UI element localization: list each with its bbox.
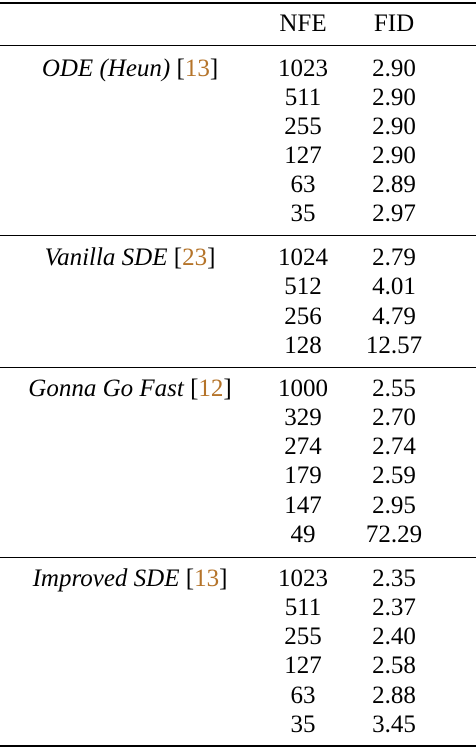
citation-link[interactable]: 12	[198, 375, 224, 402]
group-rule	[0, 557, 476, 559]
fid-cell: 2.79	[372, 244, 416, 271]
nfe-cell: 256	[284, 303, 322, 330]
nfe-cell: 511	[284, 84, 322, 111]
nfe-cell: 511	[284, 594, 322, 621]
method-label: Improved SDE [13]	[32, 565, 228, 592]
method-name: Improved SDE	[32, 565, 180, 592]
bottom-rule	[0, 745, 476, 747]
nfe-cell: 1023	[278, 55, 328, 82]
fid-cell: 2.90	[372, 113, 416, 140]
fid-cell: 2.90	[372, 55, 416, 82]
nfe-cell: 255	[284, 623, 322, 650]
method-name: Gonna Go Fast	[28, 375, 184, 402]
method-name: Vanilla SDE	[44, 244, 168, 271]
fid-cell: 2.40	[372, 623, 416, 650]
fid-cell: 2.70	[372, 404, 416, 431]
nfe-cell: 63	[290, 682, 316, 709]
fid-cell: 2.95	[372, 492, 416, 519]
citation-link[interactable]: 13	[184, 55, 210, 82]
top-rule	[0, 2, 476, 4]
method-label: Vanilla SDE [23]	[44, 244, 216, 271]
fid-cell: 2.89	[372, 171, 416, 198]
nfe-cell: 128	[284, 332, 322, 359]
fid-cell: 2.88	[372, 682, 416, 709]
fid-cell: 72.29	[365, 521, 423, 548]
fid-cell: 2.37	[372, 594, 416, 621]
fid-cell: 2.58	[372, 652, 416, 679]
header-fid: FID	[373, 10, 415, 37]
header-nfe: NFE	[279, 10, 327, 37]
nfe-cell: 255	[284, 113, 322, 140]
method-label: ODE (Heun) [13]	[41, 55, 219, 82]
method-label: Gonna Go Fast [12]	[28, 375, 232, 402]
nfe-cell: 329	[284, 404, 322, 431]
fid-cell: 2.97	[372, 200, 416, 227]
nfe-cell: 147	[284, 492, 322, 519]
nfe-cell: 1000	[278, 375, 328, 402]
nfe-cell: 1023	[278, 565, 328, 592]
nfe-cell: 512	[284, 273, 322, 300]
fid-cell: 2.90	[372, 84, 416, 111]
fid-cell: 12.57	[365, 332, 423, 359]
fid-cell: 4.01	[372, 273, 416, 300]
fid-cell: 2.35	[372, 565, 416, 592]
citation-link[interactable]: 23	[182, 244, 208, 271]
method-name: ODE (Heun)	[41, 55, 171, 82]
nfe-cell: 179	[284, 462, 322, 489]
header-rule	[0, 45, 476, 47]
fid-cell: 2.90	[372, 142, 416, 169]
nfe-cell: 35	[290, 200, 316, 227]
citation-link[interactable]: 13	[194, 565, 220, 592]
fid-cell: 2.55	[372, 375, 416, 402]
fid-cell: 2.59	[372, 462, 416, 489]
group-rule	[0, 235, 476, 237]
fid-cell: 4.79	[372, 303, 416, 330]
nfe-cell: 1024	[278, 244, 328, 271]
nfe-cell: 274	[284, 433, 322, 460]
nfe-cell: 127	[284, 652, 322, 679]
fid-cell: 2.74	[372, 433, 416, 460]
nfe-cell: 63	[290, 171, 316, 198]
fid-cell: 3.45	[372, 711, 416, 738]
nfe-cell: 49	[290, 521, 316, 548]
nfe-cell: 127	[284, 142, 322, 169]
group-rule	[0, 367, 476, 369]
nfe-cell: 35	[290, 711, 316, 738]
